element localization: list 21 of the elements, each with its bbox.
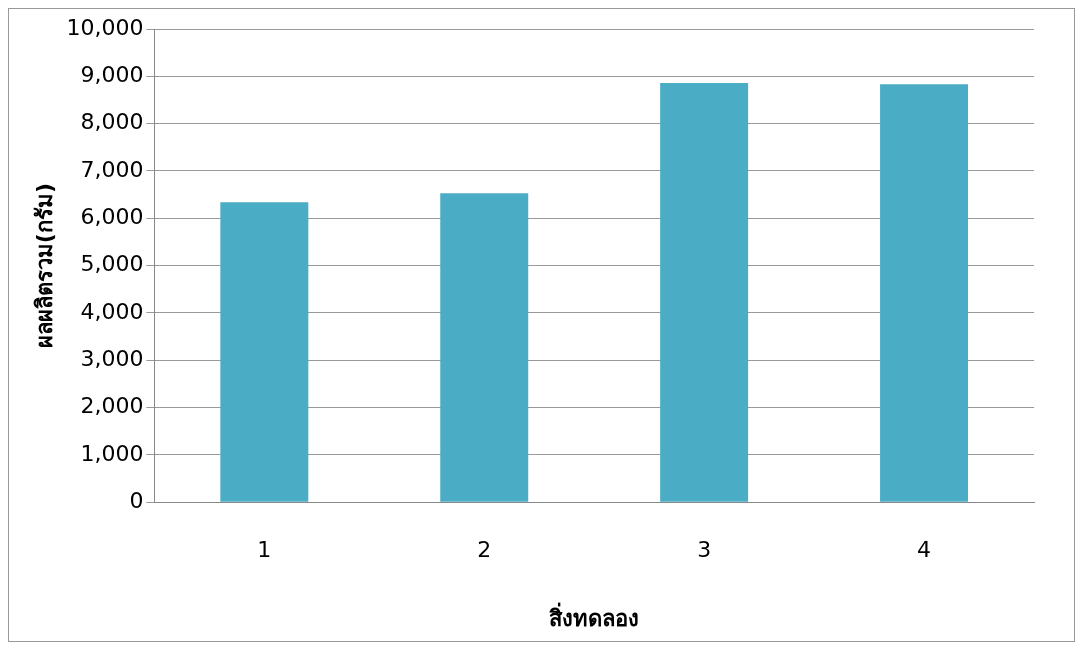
bar (440, 193, 529, 502)
y-tick-label: 9,000 (80, 62, 144, 88)
y-tick-label: 0 (129, 487, 144, 513)
y-tick-label: 5,000 (80, 251, 144, 277)
y-axis-title: ผลผลิตรวม(กรัม) (31, 183, 57, 349)
bar (220, 202, 309, 502)
bar (660, 82, 749, 502)
x-tick-label: 4 (917, 537, 932, 563)
y-tick-label: 3,000 (80, 345, 144, 371)
y-tick-label: 1,000 (80, 440, 144, 466)
bar (880, 84, 969, 502)
x-tick-label: 1 (257, 537, 272, 563)
y-tick-label: 7,000 (80, 156, 144, 182)
y-tick-label: 6,000 (80, 204, 144, 229)
x-axis-title: สิ่งทดลอง (549, 601, 640, 631)
x-tick-label: 3 (697, 537, 712, 563)
y-tick-label: 8,000 (80, 109, 144, 135)
y-tick-label: 4,000 (80, 298, 144, 324)
y-tick-label: 10,000 (66, 14, 144, 40)
x-tick-label: 2 (477, 537, 492, 563)
y-tick-label: 2,000 (80, 393, 144, 419)
